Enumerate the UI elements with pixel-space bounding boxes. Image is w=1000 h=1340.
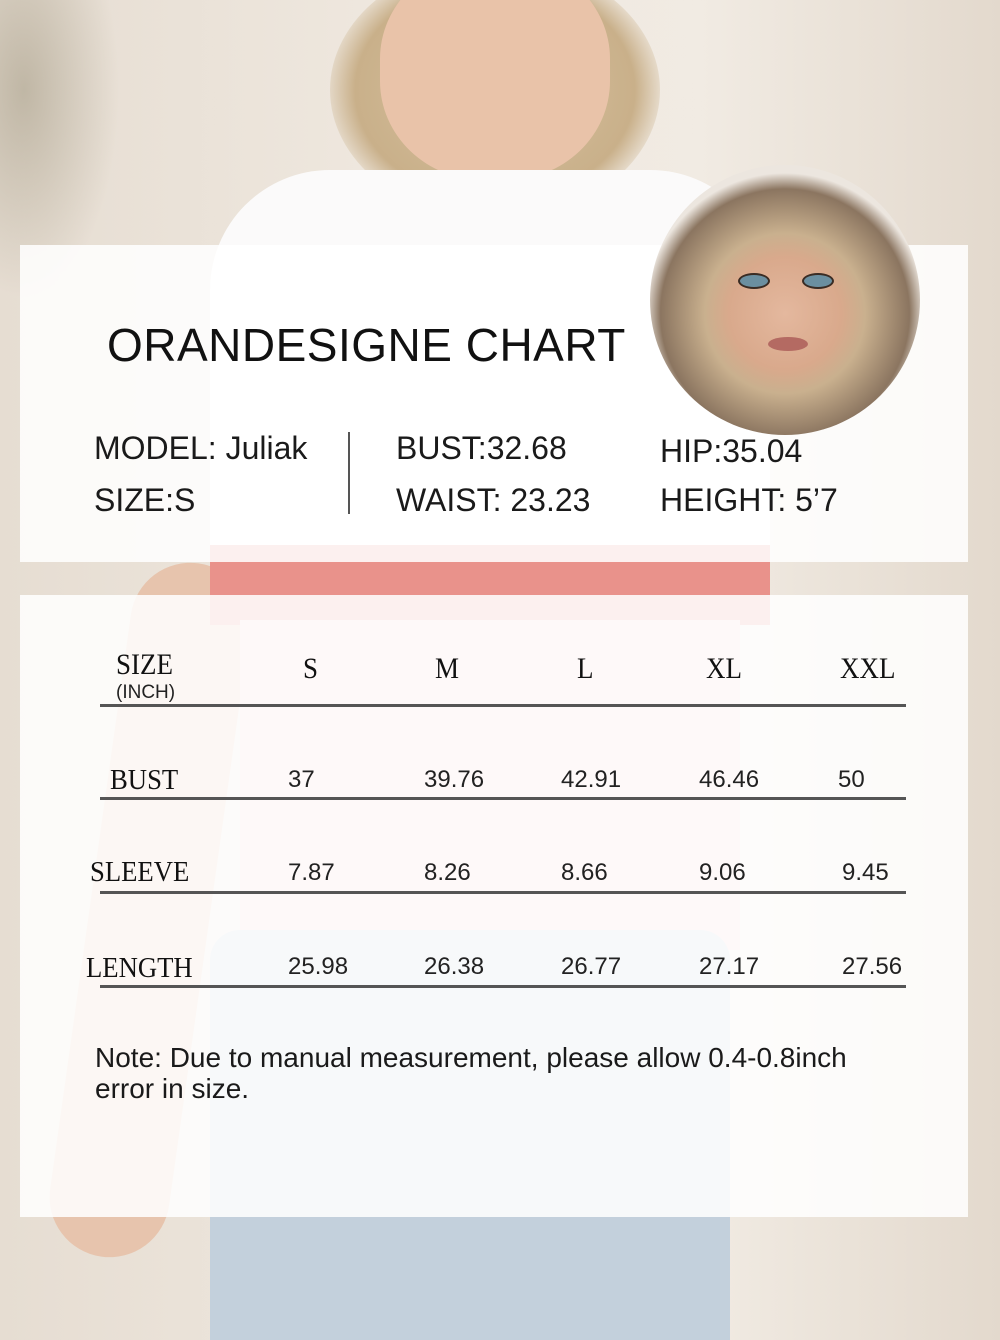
- model-face: [380, 0, 610, 180]
- cell: 26.77: [561, 953, 622, 980]
- row-label: BUST: [110, 764, 179, 796]
- cell: 8.66: [561, 859, 608, 886]
- chart-title: ORANDESIGNE CHART: [107, 319, 626, 371]
- size-header: SIZE: [116, 648, 173, 681]
- size-col-xxl: XXL: [840, 652, 896, 685]
- model-bust: BUST:32.68: [396, 430, 567, 466]
- info-divider: [348, 432, 350, 514]
- cell: 46.46: [699, 766, 760, 793]
- eye: [738, 273, 770, 289]
- cell: 42.91: [561, 766, 622, 793]
- size-table-panel: [20, 595, 968, 1217]
- model-name: MODEL: Juliak: [94, 430, 308, 466]
- cell: 8.26: [424, 859, 471, 886]
- cell: 9.06: [699, 859, 746, 886]
- table-divider: [100, 704, 906, 707]
- row-label: SLEEVE: [90, 856, 190, 888]
- cell: 27.17: [699, 953, 760, 980]
- eye: [802, 273, 834, 289]
- unit-label: (INCH): [116, 682, 176, 703]
- cell: 39.76: [424, 766, 485, 793]
- cell: 25.98: [288, 953, 349, 980]
- size-col-l: L: [577, 652, 594, 685]
- model-size: SIZE:S: [94, 482, 196, 518]
- table-divider: [100, 985, 906, 988]
- cell: 50: [838, 766, 865, 793]
- table-divider: [100, 797, 906, 800]
- model-portrait: [650, 165, 920, 435]
- cell: 26.38: [424, 953, 485, 980]
- size-col-xl: XL: [706, 652, 742, 685]
- model-hip: HIP:35.04: [660, 433, 803, 469]
- row-label: LENGTH: [86, 952, 193, 984]
- lips: [768, 337, 808, 351]
- table-divider: [100, 891, 906, 894]
- measurement-note: Note: Due to manual measurement, please …: [95, 1042, 847, 1104]
- size-col-m: M: [435, 652, 460, 685]
- model-waist: WAIST: 23.23: [396, 482, 591, 518]
- cell: 37: [288, 766, 315, 793]
- cell: 9.45: [842, 859, 889, 886]
- cell: 27.56: [842, 953, 903, 980]
- cell: 7.87: [288, 859, 335, 886]
- model-height: HEIGHT: 5’7: [660, 482, 838, 518]
- size-col-s: S: [303, 652, 319, 685]
